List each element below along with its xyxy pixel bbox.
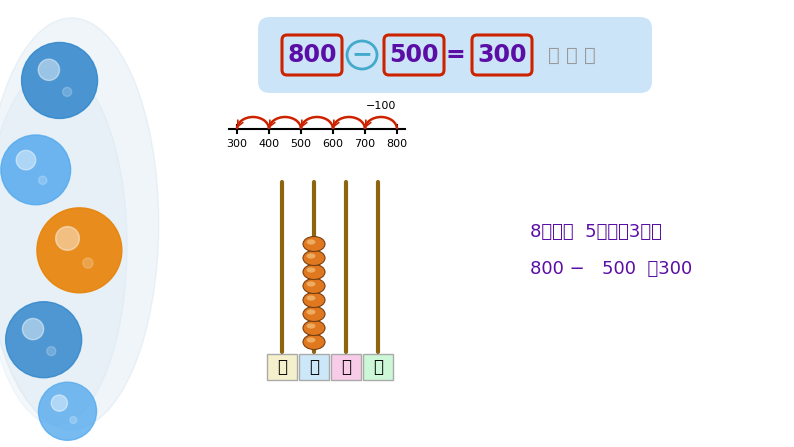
Text: 8个百－  5个百＝3个百: 8个百－ 5个百＝3个百: [530, 223, 662, 241]
Ellipse shape: [303, 250, 325, 266]
FancyBboxPatch shape: [267, 354, 297, 380]
Circle shape: [6, 302, 82, 378]
Circle shape: [22, 318, 44, 340]
Ellipse shape: [303, 265, 325, 279]
Circle shape: [52, 395, 67, 411]
Circle shape: [38, 59, 60, 80]
Ellipse shape: [0, 67, 127, 425]
Ellipse shape: [303, 320, 325, 336]
Ellipse shape: [306, 295, 315, 301]
Text: 500: 500: [291, 139, 311, 149]
Text: 800: 800: [287, 43, 337, 67]
Circle shape: [16, 150, 36, 170]
Ellipse shape: [306, 267, 315, 273]
Ellipse shape: [303, 236, 325, 252]
Ellipse shape: [306, 240, 315, 245]
Text: 十: 十: [341, 358, 351, 376]
Text: 300: 300: [477, 43, 526, 67]
Ellipse shape: [306, 323, 315, 329]
Circle shape: [47, 346, 56, 356]
Circle shape: [70, 417, 77, 423]
Text: =: =: [445, 43, 464, 67]
FancyBboxPatch shape: [299, 354, 329, 380]
Circle shape: [39, 176, 47, 185]
Circle shape: [1, 135, 71, 205]
Ellipse shape: [0, 18, 159, 429]
Circle shape: [37, 208, 121, 293]
Text: 400: 400: [258, 139, 279, 149]
Text: −: −: [352, 42, 372, 66]
Text: 个: 个: [373, 358, 383, 376]
Ellipse shape: [303, 292, 325, 308]
Text: 800: 800: [387, 139, 407, 149]
Ellipse shape: [303, 334, 325, 350]
Text: 300: 300: [226, 139, 248, 149]
Ellipse shape: [306, 281, 315, 287]
Circle shape: [83, 258, 93, 268]
Text: −100: −100: [366, 101, 396, 111]
FancyBboxPatch shape: [258, 17, 652, 93]
Ellipse shape: [306, 309, 315, 315]
Text: 千: 千: [277, 358, 287, 376]
Ellipse shape: [303, 278, 325, 294]
Circle shape: [56, 227, 79, 250]
Text: （ 元 ）: （ 元 ）: [548, 46, 596, 64]
Text: 800 −   500  ＝300: 800 − 500 ＝300: [530, 260, 692, 278]
Ellipse shape: [303, 307, 325, 321]
Text: 500: 500: [389, 43, 439, 67]
FancyBboxPatch shape: [331, 354, 361, 380]
Ellipse shape: [306, 253, 315, 259]
Circle shape: [21, 42, 98, 118]
FancyBboxPatch shape: [363, 354, 393, 380]
Text: 600: 600: [322, 139, 344, 149]
Ellipse shape: [306, 337, 315, 342]
Circle shape: [38, 382, 97, 440]
Text: 700: 700: [354, 139, 376, 149]
Text: 百: 百: [309, 358, 319, 376]
Circle shape: [63, 87, 71, 97]
